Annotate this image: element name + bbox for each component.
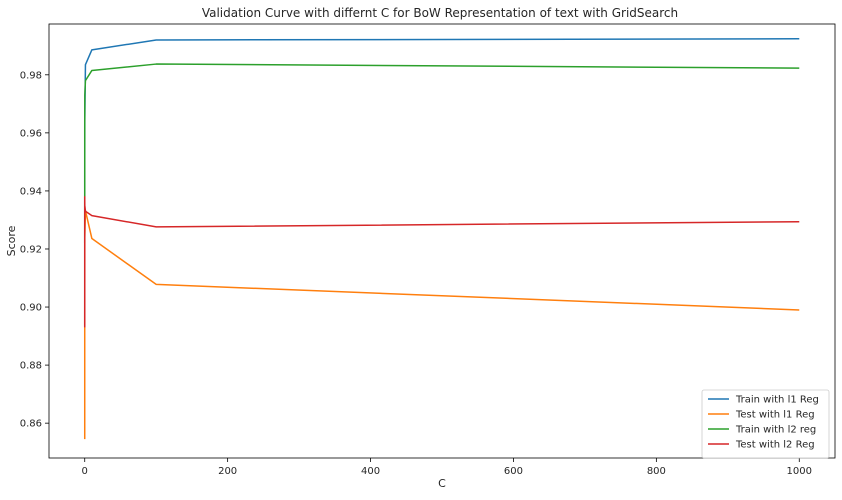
x-tick-label: 200	[218, 466, 237, 477]
x-tick-label: 600	[504, 466, 523, 477]
legend-entry: Train with l1 Reg	[735, 395, 819, 406]
series-line-2	[83, 63, 800, 244]
y-tick-label: 0.92	[20, 244, 42, 255]
x-axis: 0 200 400 600 800 1000	[82, 458, 812, 477]
x-tick-label: 0	[82, 466, 88, 477]
series-line-3	[83, 195, 800, 328]
y-tick-label: 0.98	[20, 70, 42, 81]
y-tick-label: 0.94	[20, 186, 42, 197]
x-axis-label: C	[438, 477, 446, 490]
legend: Train with l1 Reg Test with l1 Reg Train w…	[701, 389, 830, 459]
chart-title: Validation Curve with differnt C for BoW…	[202, 6, 678, 20]
y-tick-label: 0.88	[20, 361, 42, 372]
legend-entry: Test with l1 Reg	[735, 410, 815, 421]
legend-entry: Test with l2 Reg	[735, 440, 815, 451]
plot-area	[48, 23, 836, 459]
y-tick-label: 0.86	[20, 419, 42, 430]
y-tick-label: 0.90	[20, 303, 42, 314]
x-tick-label: 800	[647, 466, 666, 477]
legend-entry: Train with l2 reg	[735, 425, 816, 436]
y-axis-label: Score	[5, 225, 18, 256]
x-tick-label: 400	[361, 466, 380, 477]
series-group	[83, 38, 800, 440]
y-tick-label: 0.96	[20, 128, 42, 139]
legend-box	[701, 389, 830, 459]
y-axis: 0.86 0.88 0.90 0.92 0.94 0.96 0.98	[20, 70, 49, 430]
x-tick-label: 1000	[787, 466, 812, 477]
